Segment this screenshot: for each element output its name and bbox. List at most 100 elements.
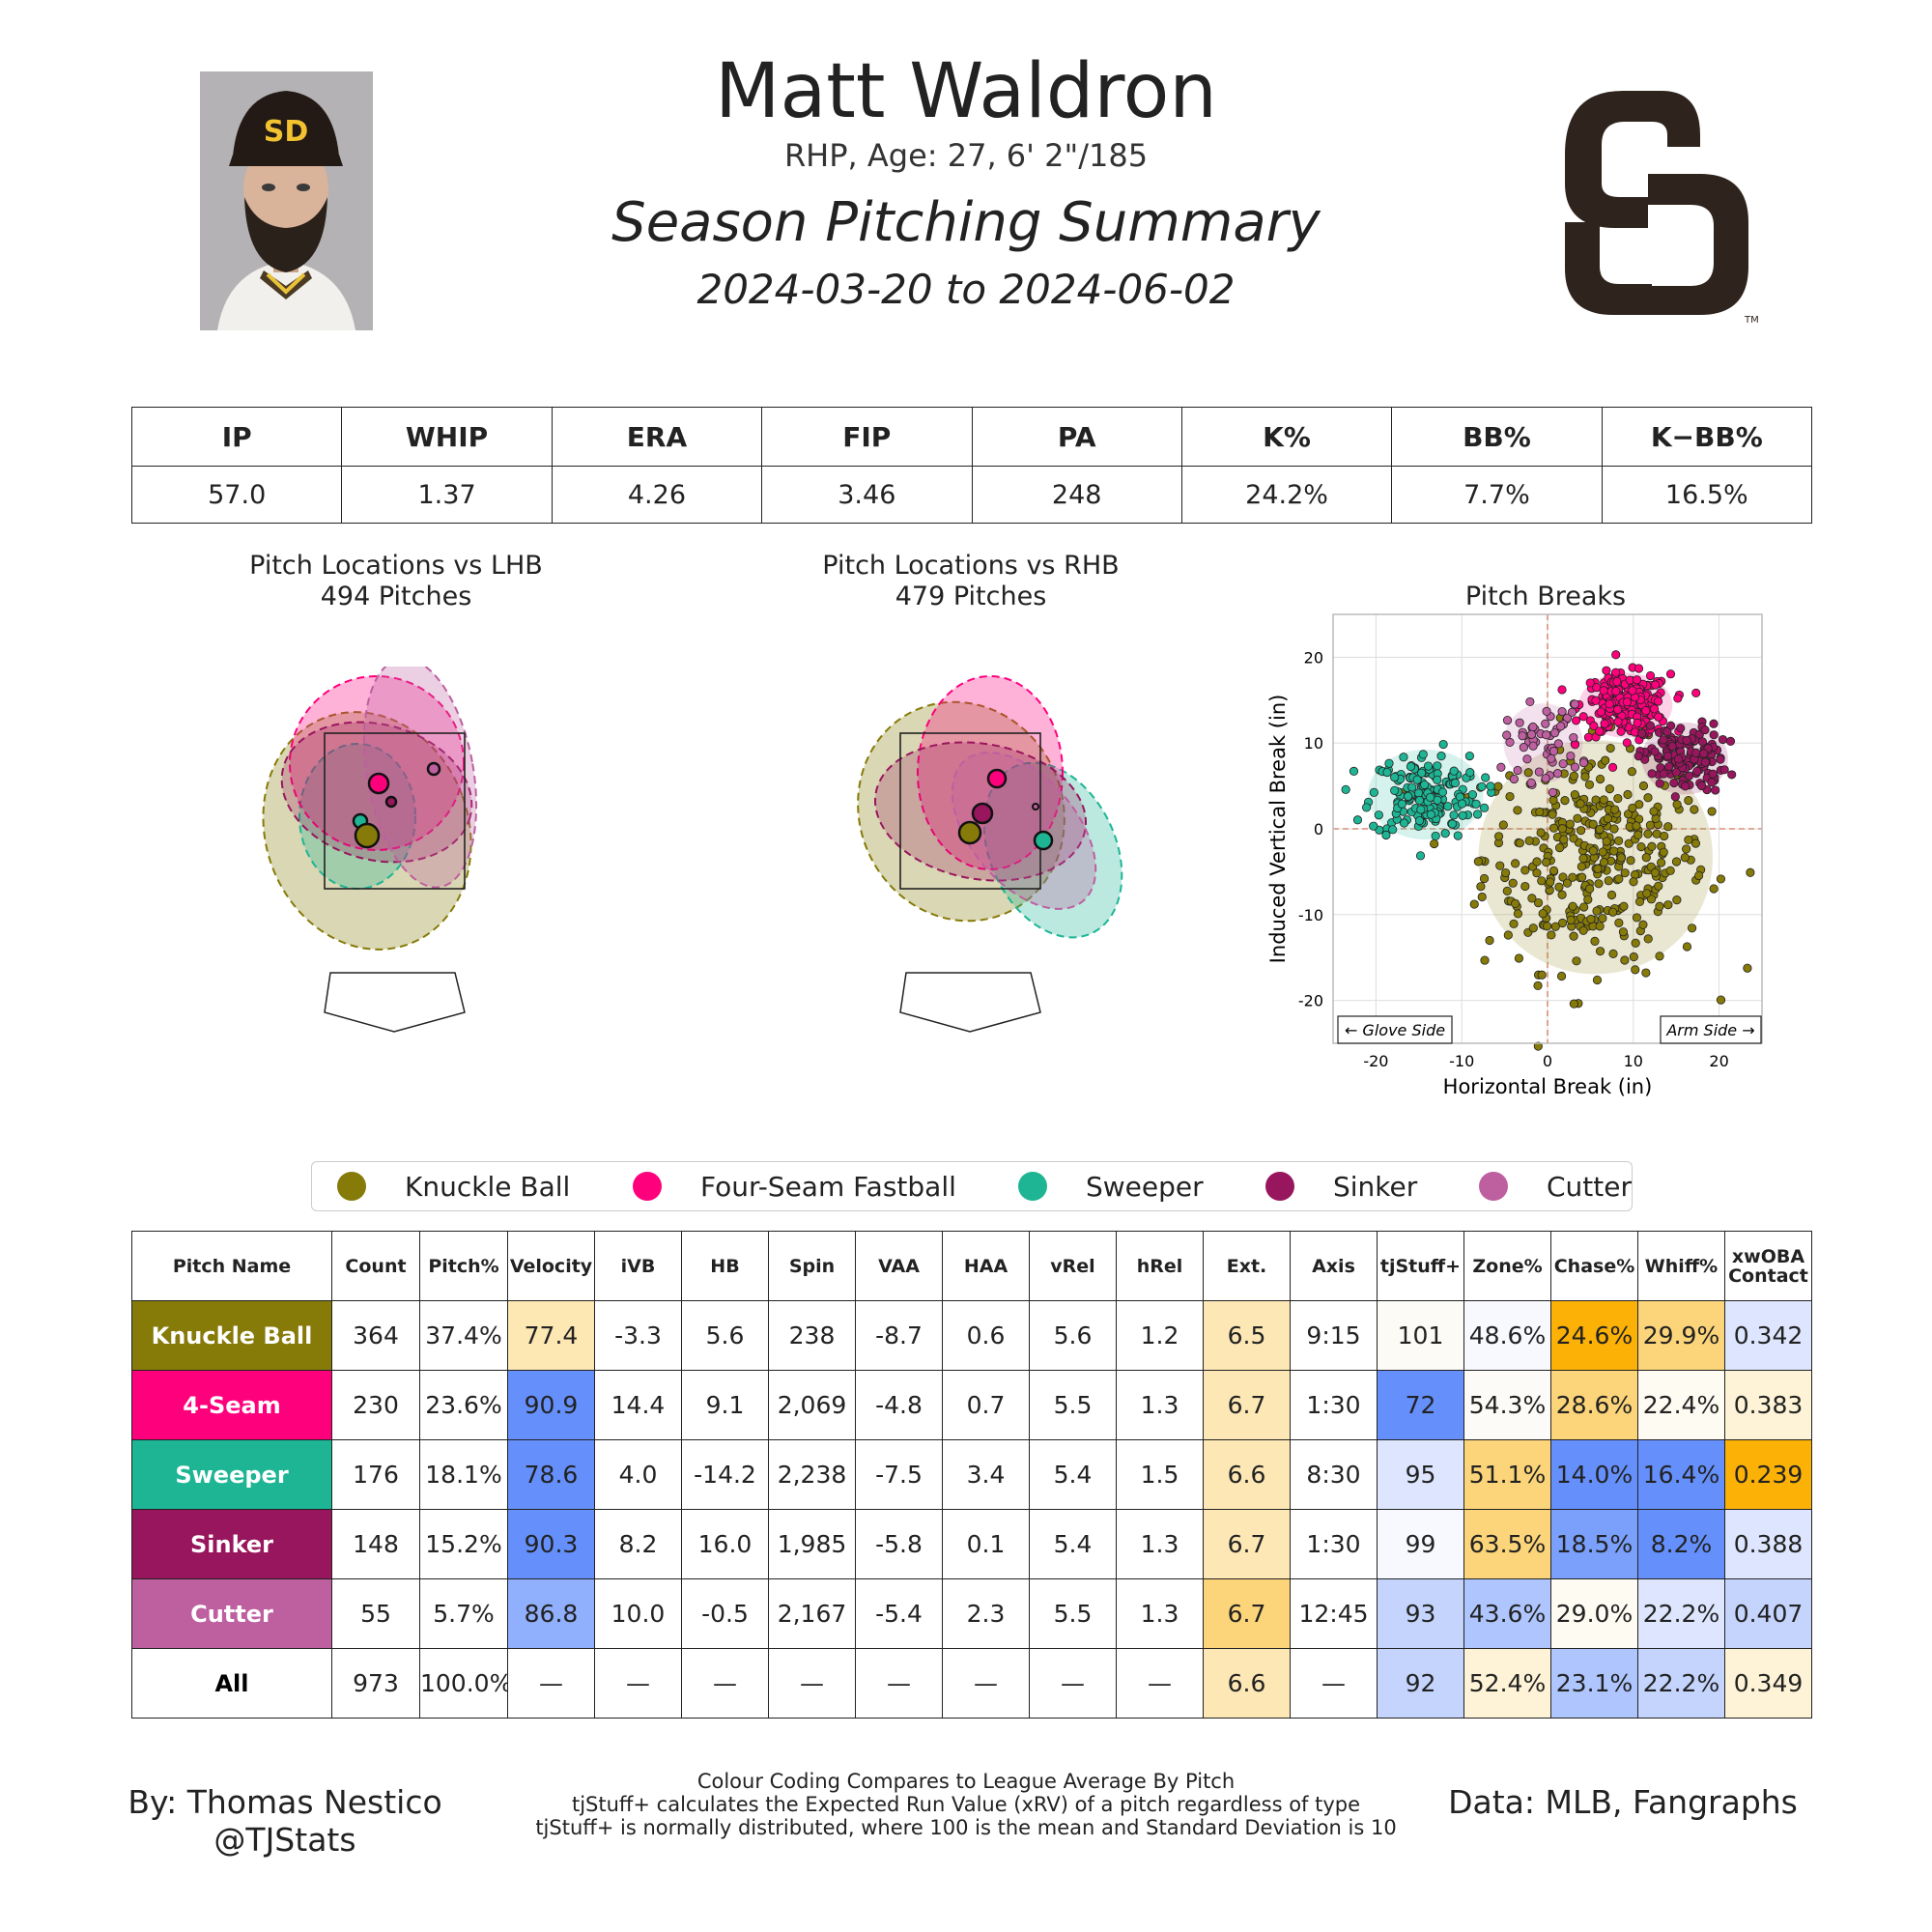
knuckle-ball-break-point xyxy=(1643,934,1653,944)
knuckle-ball-break-point xyxy=(1716,995,1726,1005)
pitch-metric-cell: 4.0 xyxy=(594,1439,682,1510)
lhb-mean-cutter xyxy=(426,761,441,777)
sinker-break-point xyxy=(1699,749,1709,758)
knuckle-ball-break-point xyxy=(1585,884,1595,894)
sinker-break-point xyxy=(1674,754,1684,764)
knuckle-ball-break-point xyxy=(1690,805,1699,814)
sinker-break-point xyxy=(1659,735,1668,745)
cutter-break-point xyxy=(1556,722,1566,731)
pitch-col-header: iVB xyxy=(594,1231,682,1301)
pitch-metric-cell: 55 xyxy=(331,1578,420,1649)
cutter-break-point xyxy=(1496,762,1506,772)
summary-title: Season Pitching Summary xyxy=(611,191,1321,254)
knuckle-ball-break-point xyxy=(1586,914,1596,924)
pitch-col-header: VAA xyxy=(855,1231,943,1301)
pitch-col-header: Velocity xyxy=(507,1231,595,1301)
legend-dot xyxy=(1018,1172,1047,1201)
lhb-mean-fourseam xyxy=(367,772,390,795)
rhb-plot-title: Pitch Locations vs RHB 479 Pitches xyxy=(778,551,1164,612)
knuckle-ball-break-point xyxy=(1641,968,1651,978)
sweeper-break-point xyxy=(1407,782,1417,792)
sweeper-break-point xyxy=(1374,810,1383,820)
knuckle-ball-break-point xyxy=(1513,806,1522,815)
sweeper-break-point xyxy=(1431,831,1440,841)
cutter-break-point xyxy=(1547,753,1556,763)
cutter-break-point xyxy=(1513,765,1522,776)
sinker-break-point xyxy=(1716,754,1725,764)
knuckle-ball-break-point xyxy=(1520,881,1530,892)
sinker-break-point xyxy=(1671,767,1681,777)
stat-header: FIP xyxy=(761,407,973,467)
pitch-metric-cell: 238 xyxy=(768,1300,856,1371)
knuckle-ball-break-point xyxy=(1680,853,1690,863)
stat-value: 248 xyxy=(971,466,1182,524)
four-seam-fastball-break-point xyxy=(1633,718,1642,727)
knuckle-ball-break-point xyxy=(1603,813,1612,824)
legend-label: Four-Seam Fastball xyxy=(700,1170,956,1203)
sweeper-break-point xyxy=(1458,810,1467,820)
arm-side-box xyxy=(1660,1015,1762,1044)
rhb-mean-sinker xyxy=(971,802,994,825)
knuckle-ball-break-point xyxy=(1515,838,1524,848)
four-seam-fastball-break-point xyxy=(1645,670,1656,681)
pitch-col-header: Chase% xyxy=(1550,1231,1638,1301)
four-seam-fastball-break-point xyxy=(1628,686,1637,696)
pitch-metric-cell: 86.8 xyxy=(507,1578,595,1649)
stat-value: 7.7% xyxy=(1391,466,1603,524)
pitch-metric-cell: 92 xyxy=(1377,1648,1464,1719)
pitch-col-header: tjStuff+ xyxy=(1377,1231,1464,1301)
knuckle-ball-break-point xyxy=(1623,810,1634,819)
pitch-name-cell: Sweeper xyxy=(131,1439,332,1510)
pitch-col-header: xwOBA Contact xyxy=(1724,1231,1812,1301)
knuckle-ball-break-point xyxy=(1652,829,1662,838)
lhb-cutter-ellipse xyxy=(362,667,478,889)
knuckle-ball-break-point xyxy=(1548,823,1559,833)
sinker-break-point xyxy=(1662,751,1673,761)
knuckle-ball-break-point xyxy=(1537,876,1547,886)
pitch-metric-cell: 3.4 xyxy=(942,1439,1030,1510)
season-stats-value-row: 57.0 1.37 4.26 3.46 248 24.2% 7.7% 16.5% xyxy=(130,466,1813,524)
stat-header: ERA xyxy=(551,407,763,467)
knuckle-ball-break-point xyxy=(1556,971,1567,981)
knuckle-ball-break-point xyxy=(1660,831,1669,841)
knuckle-ball-break-point xyxy=(1684,796,1693,806)
sweeper-break-point xyxy=(1464,752,1474,761)
knuckle-ball-break-point xyxy=(1493,781,1503,791)
sinker-break-point xyxy=(1670,792,1680,802)
knuckle-ball-break-point xyxy=(1636,842,1646,852)
cutter-break-point xyxy=(1567,707,1577,717)
pitch-metric-cell: 5.6 xyxy=(681,1300,769,1371)
four-seam-fastball-break-point xyxy=(1622,738,1632,748)
pitch-metric-cell: 5.7% xyxy=(419,1578,508,1649)
glove-side-label: ← Glove Side xyxy=(1345,1021,1445,1039)
knuckle-ball-break-point xyxy=(1663,822,1673,832)
knuckle-ball-break-point xyxy=(1588,819,1598,829)
four-seam-fastball-break-point xyxy=(1583,732,1594,742)
knuckle-ball-break-point xyxy=(1629,877,1638,887)
pitch-metric-cell: 101 xyxy=(1377,1300,1464,1371)
pitch-metric-cell: 973 xyxy=(331,1648,420,1719)
knuckle-ball-break-point xyxy=(1682,844,1691,854)
legend-dot xyxy=(337,1172,366,1201)
pitch-metric-cell: — xyxy=(507,1648,595,1719)
pitch-metric-cell: 78.6 xyxy=(507,1439,595,1510)
breaks-ticks: -20 -10 0 10 20 -20 -10 0 10 20 xyxy=(1298,648,1729,1070)
sweeper-break-point xyxy=(1472,810,1483,819)
pitch-metric-cell: 99 xyxy=(1377,1509,1464,1579)
pitch-metric-cell: 8.2% xyxy=(1637,1509,1725,1579)
knuckle-ball-break-point xyxy=(1649,807,1659,816)
knuckle-ball-break-point xyxy=(1502,886,1512,895)
sweeper-break-point xyxy=(1384,758,1394,768)
knuckle-ball-break-point xyxy=(1537,970,1547,980)
sinker-break-point xyxy=(1682,735,1691,746)
four-seam-fastball-break-point xyxy=(1613,705,1623,715)
knuckle-ball-break-point xyxy=(1614,874,1624,884)
knuckle-ball-break-point xyxy=(1595,922,1605,931)
knuckle-ball-break-point xyxy=(1546,877,1555,887)
sweeper-break-point xyxy=(1352,815,1363,825)
cutter-break-point xyxy=(1518,731,1527,741)
pitch-metric-cell: 6.7 xyxy=(1203,1370,1291,1440)
season-stats-header-row: IP WHIP ERA FIP PA K% BB% K−BB% xyxy=(130,407,1813,467)
pitch-metric-cell: 43.6% xyxy=(1463,1578,1551,1649)
sinker-break-point xyxy=(1691,748,1701,757)
